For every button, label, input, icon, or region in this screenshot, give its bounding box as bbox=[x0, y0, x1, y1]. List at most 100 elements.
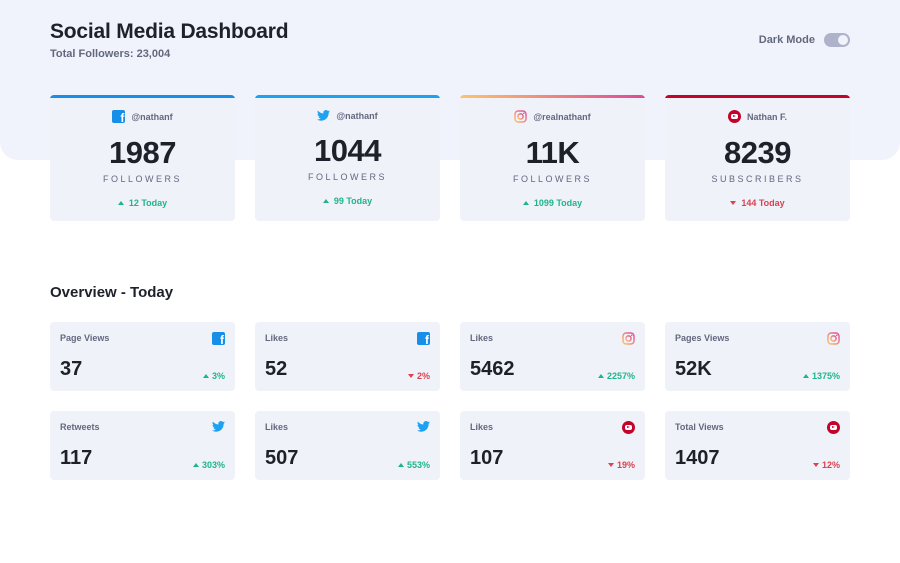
arrow-down-icon bbox=[407, 374, 414, 378]
arrow-up-icon bbox=[397, 463, 404, 467]
arrow-down-icon bbox=[730, 201, 737, 205]
overview-label: Likes bbox=[265, 333, 289, 343]
today-change: 144 Today bbox=[665, 198, 850, 208]
arrow-down-icon bbox=[607, 463, 614, 467]
arrow-up-icon bbox=[192, 463, 199, 467]
handle-text: @nathanf bbox=[336, 110, 378, 121]
overview-value: 52 bbox=[265, 358, 288, 380]
arrow-up-icon bbox=[802, 374, 809, 378]
handle-text: Nathan F. bbox=[746, 111, 787, 122]
overview-card[interactable]: Likes f 52 2% bbox=[255, 322, 440, 391]
overview-change: 3% bbox=[202, 371, 225, 381]
overview-label: Likes bbox=[265, 422, 289, 432]
page-title: Social Media Dashboard bbox=[50, 20, 289, 43]
overview-card[interactable]: Pages Views 52K 1375% bbox=[665, 322, 850, 391]
overview-change: 1375% bbox=[802, 371, 840, 381]
overview-label: Retweets bbox=[60, 422, 100, 432]
today-text: 1099 Today bbox=[533, 198, 583, 208]
pct-text: 3% bbox=[211, 371, 225, 381]
card-accent-bar bbox=[50, 95, 235, 98]
follower-unit: SUBSCRIBERS bbox=[711, 174, 804, 184]
overview-change: 2257% bbox=[597, 371, 635, 381]
overview-value: 117 bbox=[60, 447, 93, 469]
total-followers: Total Followers: 23,004 bbox=[50, 48, 171, 60]
follower-count: 1044 bbox=[314, 133, 381, 168]
arrow-down-icon bbox=[812, 463, 819, 467]
handle-text: @nathanf bbox=[131, 111, 173, 122]
pct-text: 2257% bbox=[606, 371, 635, 381]
facebook-icon: f bbox=[112, 110, 126, 123]
header: Social Media Dashboard Total Followers: … bbox=[50, 20, 850, 64]
overview-label: Likes bbox=[470, 333, 494, 343]
twitter-icon bbox=[317, 110, 331, 121]
overview-label: Page Views bbox=[60, 333, 110, 343]
pct-text: 1375% bbox=[811, 371, 840, 381]
card-handle: Nathan F. bbox=[665, 110, 850, 123]
follower-count: 11K bbox=[525, 135, 580, 170]
dark-mode-toggle[interactable] bbox=[824, 33, 850, 47]
follower-count: 8239 bbox=[724, 135, 791, 170]
follower-unit: FOLLOWERS bbox=[102, 174, 182, 184]
follower-unit: FOLLOWERS bbox=[307, 172, 387, 182]
instagram-icon bbox=[622, 332, 635, 345]
card-youtube[interactable]: Nathan F. 8239 SUBSCRIBERS 144 Today bbox=[665, 95, 850, 221]
today-change: 12 Today bbox=[50, 198, 235, 208]
follower-cards: f @nathanf 1987 FOLLOWERS 12 Today @nath… bbox=[50, 95, 850, 221]
handle-text: @realnathanf bbox=[533, 111, 591, 122]
youtube-icon bbox=[827, 421, 840, 434]
card-accent-bar bbox=[255, 95, 440, 98]
dark-mode-label: Dark Mode bbox=[758, 34, 815, 46]
arrow-up-icon bbox=[117, 201, 124, 205]
card-accent-bar bbox=[460, 95, 645, 98]
instagram-icon bbox=[827, 332, 840, 345]
overview-card[interactable]: Page Views f 37 3% bbox=[50, 322, 235, 391]
pct-text: 12% bbox=[821, 460, 840, 470]
overview-card[interactable]: Likes 107 19% bbox=[460, 411, 645, 480]
overview-card[interactable]: Retweets 117 303% bbox=[50, 411, 235, 480]
card-twitter[interactable]: @nathanf 1044 FOLLOWERS 99 Today bbox=[255, 95, 440, 221]
overview-card[interactable]: Total Views 1407 12% bbox=[665, 411, 850, 480]
youtube-icon bbox=[727, 110, 741, 123]
today-text: 99 Today bbox=[333, 196, 373, 206]
facebook-icon: f bbox=[417, 332, 430, 345]
pct-text: 19% bbox=[616, 460, 635, 470]
instagram-icon bbox=[514, 110, 528, 123]
pct-text: 303% bbox=[201, 460, 225, 470]
overview-label: Pages Views bbox=[675, 333, 730, 343]
youtube-icon bbox=[622, 421, 635, 434]
card-accent-bar bbox=[665, 95, 850, 98]
overview-card[interactable]: Likes 5462 2257% bbox=[460, 322, 645, 391]
overview-value: 1407 bbox=[675, 447, 720, 469]
card-handle: @realnathanf bbox=[460, 110, 645, 123]
arrow-up-icon bbox=[597, 374, 604, 378]
card-facebook[interactable]: f @nathanf 1987 FOLLOWERS 12 Today bbox=[50, 95, 235, 221]
arrow-up-icon bbox=[322, 199, 329, 203]
card-handle: @nathanf bbox=[255, 110, 440, 121]
overview-label: Total Views bbox=[675, 422, 724, 432]
overview-card[interactable]: Likes 507 553% bbox=[255, 411, 440, 480]
arrow-up-icon bbox=[202, 374, 209, 378]
overview-label: Likes bbox=[470, 422, 494, 432]
overview-value: 507 bbox=[265, 447, 299, 469]
follower-unit: FOLLOWERS bbox=[512, 174, 592, 184]
pct-text: 2% bbox=[416, 371, 430, 381]
overview-change: 12% bbox=[812, 460, 840, 470]
today-change: 99 Today bbox=[255, 196, 440, 206]
overview-value: 5462 bbox=[470, 358, 515, 380]
overview-value: 107 bbox=[470, 447, 504, 469]
overview-value: 37 bbox=[60, 358, 83, 380]
overview-change: 553% bbox=[397, 460, 430, 470]
today-text: 12 Today bbox=[128, 198, 168, 208]
twitter-icon bbox=[212, 421, 225, 432]
overview-change: 2% bbox=[407, 371, 430, 381]
overview-value: 52K bbox=[675, 358, 712, 380]
pct-text: 553% bbox=[406, 460, 430, 470]
card-handle: f @nathanf bbox=[50, 110, 235, 123]
facebook-icon: f bbox=[212, 332, 225, 345]
card-instagram[interactable]: @realnathanf 11K FOLLOWERS 1099 Today bbox=[460, 95, 645, 221]
toggle-knob bbox=[838, 35, 848, 45]
today-text: 144 Today bbox=[741, 198, 785, 208]
follower-count: 1987 bbox=[109, 135, 176, 170]
overview-change: 303% bbox=[192, 460, 225, 470]
twitter-icon bbox=[417, 421, 430, 432]
